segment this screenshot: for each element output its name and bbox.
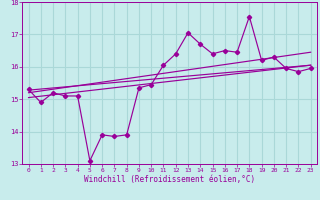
- X-axis label: Windchill (Refroidissement éolien,°C): Windchill (Refroidissement éolien,°C): [84, 175, 255, 184]
